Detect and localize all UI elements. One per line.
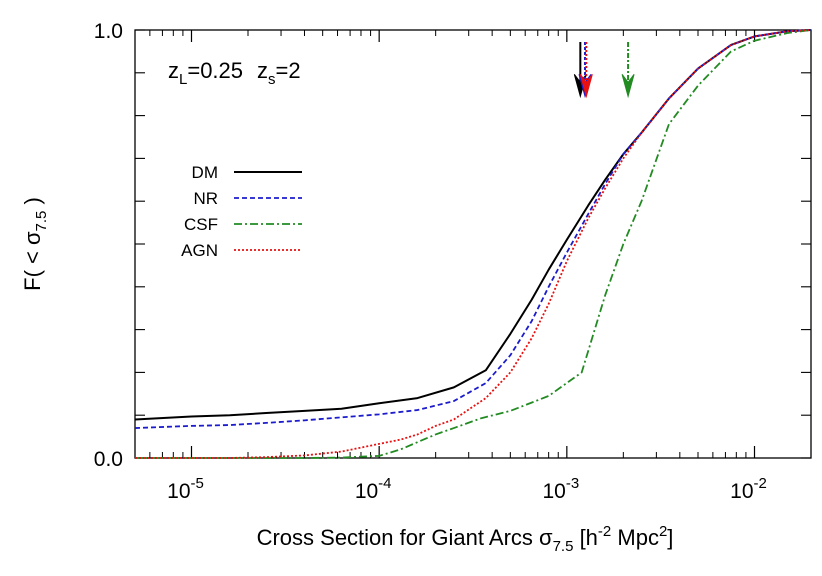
- y-axis-label-main: F( < σ: [20, 231, 45, 291]
- legend: DM NR CSF AGN: [181, 163, 302, 260]
- series-layer: [134, 29, 812, 459]
- x-tick-label-3: 10-3: [542, 475, 579, 503]
- legend-label-csf: CSF: [184, 215, 218, 234]
- arrow-head-csf: [621, 74, 635, 99]
- axis-ticks: 10-5 10-4 10-3 10-20.01.0: [94, 20, 812, 503]
- x-tick-label-base: 10: [542, 480, 565, 503]
- x-tick-label-5: 10-5: [167, 475, 204, 503]
- plot-area-frame: [134, 29, 812, 459]
- x-axis-label-sup-h: -2: [598, 523, 611, 540]
- zl-subscript: L: [179, 71, 187, 88]
- series-line-nr: [134, 29, 812, 429]
- zl-value: =0.25: [187, 58, 243, 83]
- x-axis-label-main: Cross Section for Giant Arcs σ: [257, 525, 553, 550]
- x-axis-label-unit-mpc: Mpc: [611, 525, 659, 550]
- redshift-annotation: zL=0.25 zs=2: [168, 58, 301, 88]
- zs-value: =2: [276, 58, 301, 83]
- x-axis-label-unit-open: [h: [573, 525, 597, 550]
- x-axis-label-sup-mpc: 2: [659, 523, 667, 540]
- y-axis-label-subscript: 7.5: [33, 211, 50, 232]
- x-tick-label-base: 10: [355, 480, 378, 503]
- x-tick-label-exponent: -2: [754, 475, 767, 492]
- zl-symbol: z: [168, 58, 179, 83]
- series-line-csf: [135, 29, 812, 459]
- legend-label-agn: AGN: [181, 241, 218, 260]
- x-tick-label-4: 10-4: [355, 475, 392, 503]
- y-axis-label-tail: ): [20, 197, 45, 210]
- x-tick-label-2: 10-2: [730, 475, 767, 503]
- legend-label-nr: NR: [193, 189, 218, 208]
- y-tick-label-0-0: 0.0: [94, 448, 123, 471]
- x-tick-label-exponent: -3: [566, 475, 579, 492]
- median-arrows: [573, 42, 635, 99]
- y-axis-label: F( < σ7.5 ): [20, 197, 50, 291]
- series-line-agn: [135, 29, 812, 459]
- x-axis-label-close: ]: [667, 525, 673, 550]
- x-tick-label-base: 10: [730, 480, 753, 503]
- arrow-head-agn: [579, 74, 593, 99]
- x-axis-label-subscript: 7.5: [553, 538, 574, 555]
- zs-symbol: z: [257, 58, 268, 83]
- x-tick-label-exponent: -5: [191, 475, 204, 492]
- x-tick-label-exponent: -4: [378, 475, 391, 492]
- legend-label-dm: DM: [192, 163, 218, 182]
- x-axis-label: Cross Section for Giant Arcs σ7.5 [h-2 M…: [257, 523, 674, 555]
- zs-subscript: s: [268, 71, 276, 88]
- x-tick-label-base: 10: [167, 480, 190, 503]
- y-tick-label-1-0: 1.0: [94, 20, 123, 43]
